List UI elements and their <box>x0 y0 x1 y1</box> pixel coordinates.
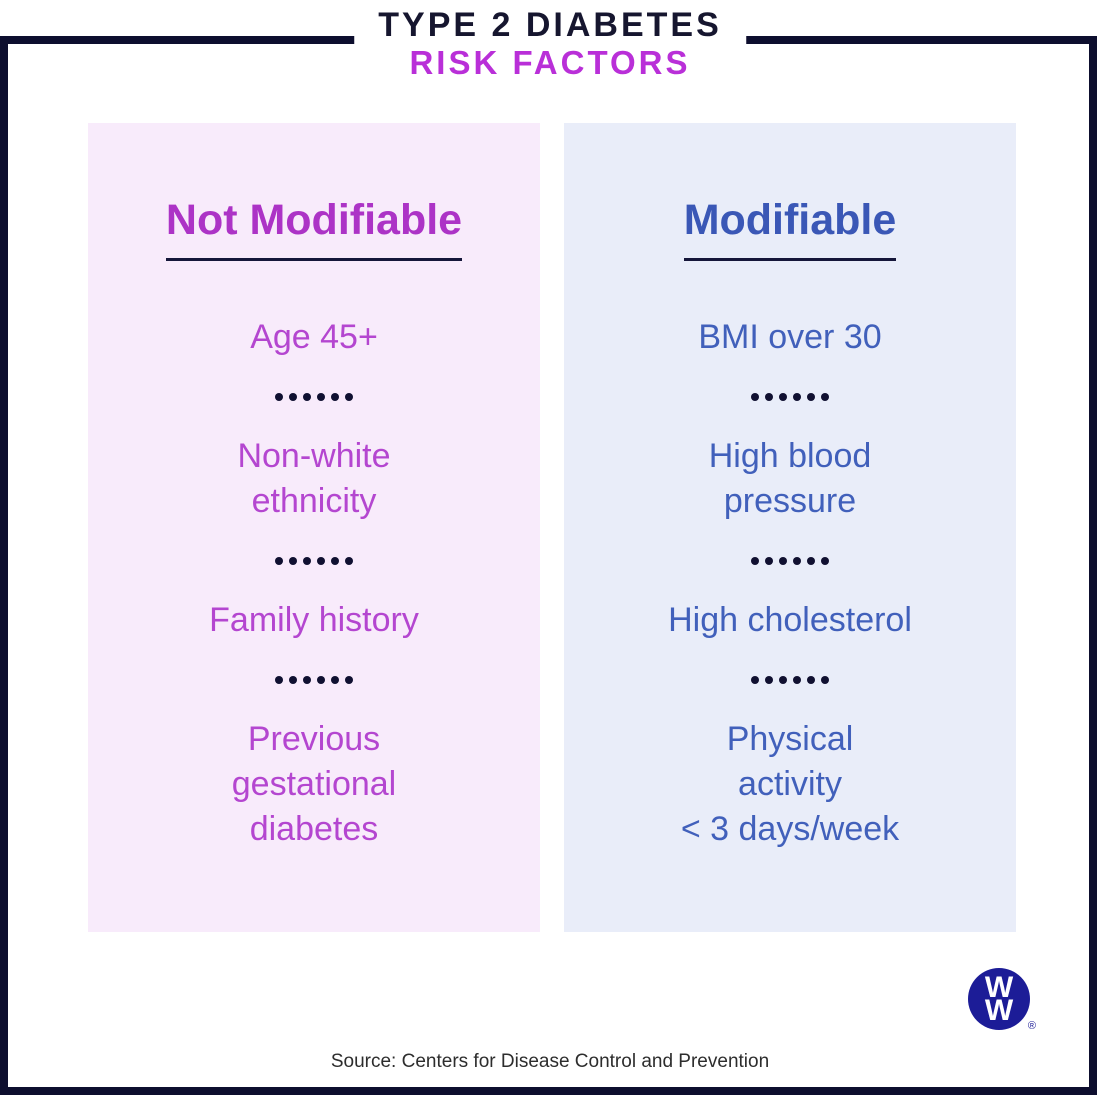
panel-header-not-modifiable: Not Modifiable <box>165 195 463 261</box>
source-citation: Source: Centers for Disease Control and … <box>330 1051 770 1072</box>
ww-logo-icon: W W <box>968 968 1030 1030</box>
risk-item-age: Age 45+ <box>250 318 378 356</box>
risk-item-cholesterol: High cholesterol <box>668 601 912 639</box>
registered-trademark-icon: ® <box>1027 1020 1036 1032</box>
dot-separator <box>88 393 540 401</box>
title-line-secondary: RISK FACTORS <box>409 44 691 81</box>
panel-modifiable: Modifiable BMI over 30 High blood pressu… <box>564 123 1016 932</box>
dot-separator <box>564 393 1016 401</box>
panel-not-modifiable: Not Modifiable Age 45+ Non-white ethnici… <box>88 123 540 932</box>
dot-separator <box>564 557 1016 565</box>
comparison-columns: Not Modifiable Age 45+ Non-white ethnici… <box>88 123 1016 932</box>
risk-item-family-history: Family history <box>209 601 419 639</box>
ww-logo-letter-bottom: W <box>984 994 1014 1027</box>
risk-item-blood-pressure: High blood pressure <box>708 437 872 520</box>
risk-item-gestational-diabetes: Previous gestational diabetes <box>231 720 397 848</box>
dot-separator <box>88 676 540 684</box>
panel-header-modifiable: Modifiable <box>683 195 897 261</box>
ww-logo-letter-top: W <box>984 971 1014 1004</box>
risk-item-bmi: BMI over 30 <box>698 318 882 356</box>
dot-separator <box>88 557 540 565</box>
risk-item-physical-activity: Physical activity < 3 days/week <box>680 720 900 848</box>
dot-separator <box>564 676 1016 684</box>
risk-item-ethnicity: Non-white ethnicity <box>237 437 391 520</box>
title-line-primary: TYPE 2 DIABETES <box>378 6 722 44</box>
ww-logo: W W ® <box>968 968 1036 1032</box>
page-title: TYPE 2 DIABETES RISK FACTORS <box>354 0 746 93</box>
